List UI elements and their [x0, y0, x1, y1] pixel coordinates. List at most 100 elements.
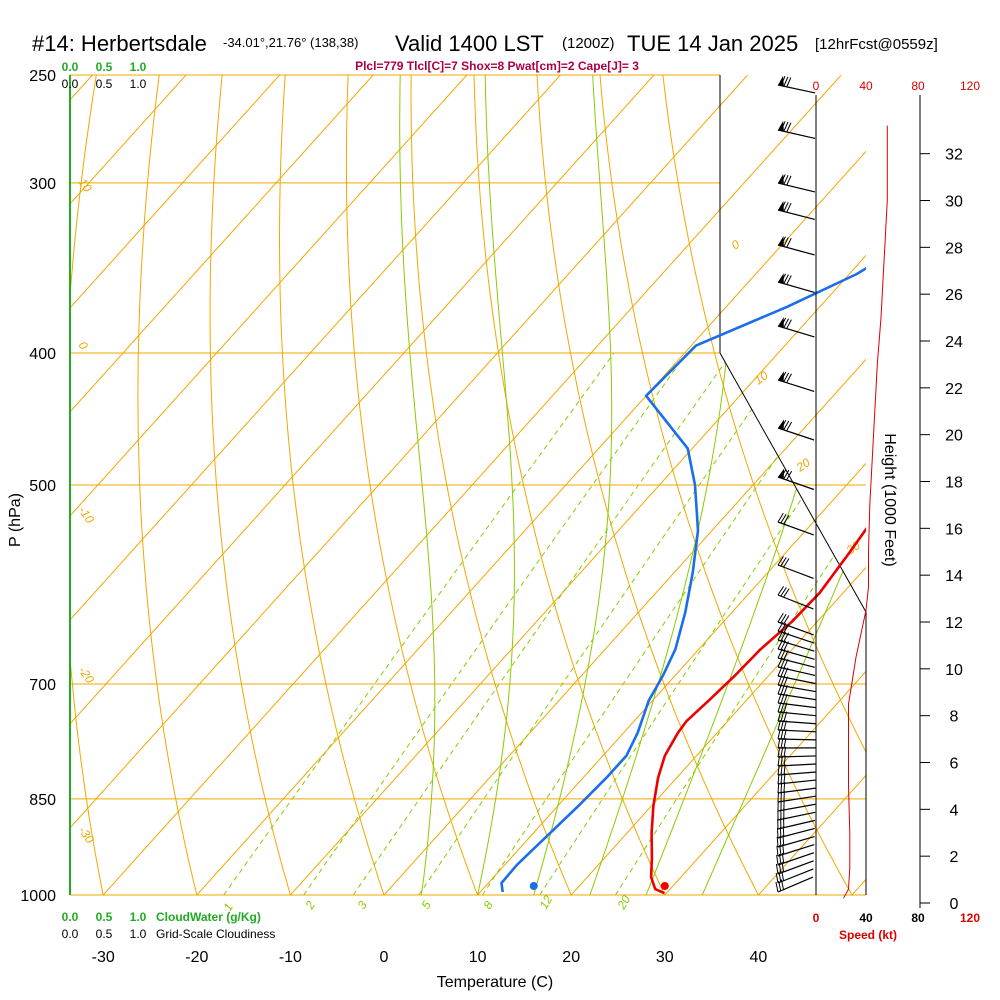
speed-tick-top: 80: [911, 79, 925, 93]
dry-adiabat: [410, 75, 585, 895]
wind-barb-feather: [783, 274, 789, 284]
wind-barb-feather: [780, 737, 784, 749]
wind-barb-flag: [778, 371, 784, 382]
dry-adiabat: [535, 75, 775, 895]
speed-tick-bottom: 0: [813, 911, 820, 925]
wind-barb-feather: [783, 799, 785, 810]
wind-barb-feather: [777, 621, 784, 632]
isotherm-label: -10: [76, 504, 98, 527]
wind-barb: [777, 173, 816, 193]
wind-barb-flag: [778, 468, 785, 479]
wind-barb: [777, 621, 815, 644]
wind-barb-feather: [783, 658, 789, 669]
wind-barb-staff: [777, 379, 815, 393]
wind-barb-feather: [786, 373, 792, 383]
wind-barb-feather: [783, 632, 790, 643]
wind-barb-feather: [780, 818, 782, 829]
wind-barb-feather: [775, 881, 779, 893]
wind-barb-feather: [783, 737, 787, 749]
wind-barb-feather: [783, 764, 786, 775]
wind-barb-feather: [778, 871, 782, 882]
dry-adiabat: [597, 75, 866, 895]
wind-barb-flag: [778, 173, 784, 185]
cloudwater-tick-top: 0.5: [96, 60, 113, 74]
wind-barbs: [775, 75, 817, 893]
wind-barb-feather: [777, 711, 782, 722]
wind-barb-staff: [777, 427, 815, 441]
wind-barb: [777, 371, 815, 393]
isotherm-label: 0: [76, 339, 91, 353]
pressure-tick-label: 500: [29, 478, 56, 495]
wind-barb: [775, 868, 814, 884]
wind-barb-feather: [780, 782, 783, 793]
wind-barb-feather: [777, 639, 784, 650]
wind-barb-feather: [780, 419, 787, 430]
wind-barb-feather: [776, 827, 779, 839]
wind-barb-feather: [780, 631, 787, 642]
wind-barb-feather: [780, 371, 787, 382]
mixing-ratio-line: [614, 352, 866, 895]
wind-barb-feather: [779, 835, 782, 847]
wind-barb: [777, 317, 815, 338]
wind-barb-feather: [777, 666, 783, 677]
wind-barb-feather: [780, 317, 787, 328]
wind-barb-feather: [783, 685, 788, 696]
height-tick-label: 16: [945, 521, 963, 538]
wind-barb-flag: [778, 120, 784, 132]
pressure-tick-label: 250: [29, 68, 56, 85]
wind-barb-staff: [777, 84, 816, 94]
wind-barb-feather: [780, 879, 785, 890]
pressure-tick-label: 400: [29, 346, 56, 363]
temp-tick-label: -20: [185, 949, 208, 966]
pressure-tick-label: 300: [29, 176, 56, 193]
wind-barb-feather: [783, 588, 790, 598]
temp-tick-label: -30: [92, 949, 115, 966]
wind-barb-feather: [777, 613, 784, 623]
wind-barb-feather: [780, 557, 787, 567]
wind-barb-staff: [777, 729, 816, 733]
cloudwater-tick-top: 1.0: [130, 60, 147, 74]
wind-barb-feather: [786, 175, 792, 186]
wind-barb-feather: [786, 421, 793, 432]
wind-barb-feather: [780, 273, 787, 284]
mixing-ratio-line: [481, 352, 849, 895]
cloudwater-tick-bottom: 0.0: [62, 910, 79, 924]
wind-barb-feather: [780, 649, 786, 659]
height-tick-label: 0: [950, 896, 959, 913]
wind-barb: [777, 737, 817, 749]
isotherm-line: [70, 75, 374, 413]
wind-barb-feather: [780, 587, 787, 597]
wind-barb: [777, 817, 816, 830]
speed-axis-title: Speed (kt): [839, 928, 897, 942]
wind-barb: [777, 419, 815, 441]
temp-tick-label: 30: [656, 949, 674, 966]
forecast-date: TUE 14 Jan 2025: [627, 31, 798, 56]
station-name: #14: Herbertsdale: [32, 31, 207, 56]
mixing-ratio-label: 2: [302, 898, 318, 912]
wind-barb-feather: [775, 863, 779, 875]
wind-barb-feather: [777, 755, 780, 767]
cloudiness-tick-top: 0.0: [62, 77, 79, 91]
cloudiness-tick-top: 0.5: [96, 77, 113, 91]
wind-barb-feather: [783, 372, 790, 383]
speed-tick-top: 0: [813, 79, 820, 93]
wind-barb-feather: [777, 648, 783, 659]
wind-barb-feather: [776, 854, 779, 866]
wind-barb-feather: [777, 782, 780, 794]
cloudiness-tick-bottom: 1.0: [130, 927, 147, 941]
wind-barb-feather: [783, 773, 786, 784]
wind-barb-feather: [780, 640, 786, 651]
mixing-ratio-label: 8: [480, 898, 496, 911]
wind-barb-feather: [782, 835, 785, 846]
isotherm-line: [70, 75, 280, 309]
wind-barb-feather: [777, 773, 780, 785]
wind-barb-feather: [783, 790, 785, 802]
speed-tick-top: 120: [960, 79, 980, 93]
height-tick-label: 26: [945, 287, 963, 304]
wind-barb-feather: [780, 809, 782, 820]
wind-barb-feather: [783, 782, 786, 793]
cloudiness-tick-top: 1.0: [130, 77, 147, 91]
wind-barb-feather: [783, 420, 790, 431]
wind-barb-feather: [786, 275, 792, 285]
